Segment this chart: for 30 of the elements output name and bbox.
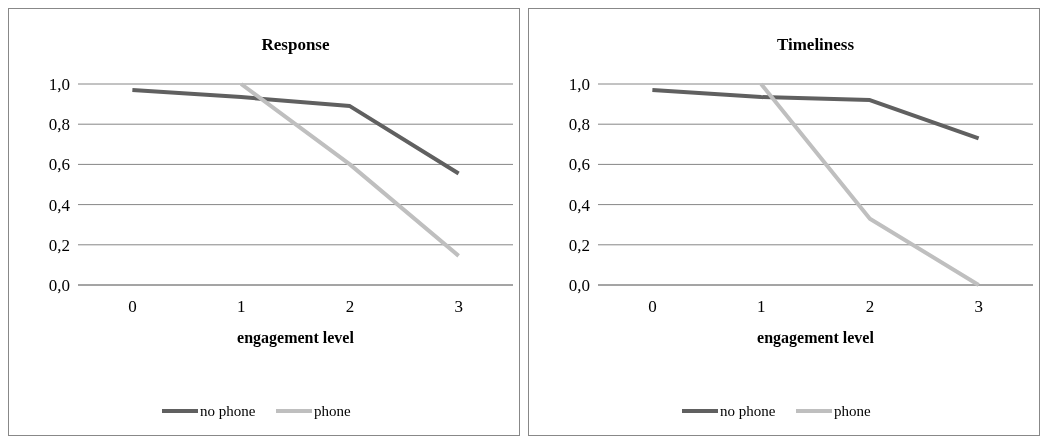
y-tick-label: 1,0	[568, 74, 590, 94]
legend-label: no phone	[720, 403, 776, 420]
x-axis-title: engagement level	[237, 329, 355, 347]
x-tick-label: 1	[236, 297, 246, 316]
y-tick-label: 0,2	[48, 235, 70, 255]
line-series	[130, 88, 461, 176]
chart-title: Response	[261, 35, 330, 54]
y-tick-label: 0,0	[568, 275, 590, 295]
x-tick-label: 3	[454, 297, 463, 316]
legend-label: no phone	[200, 403, 256, 420]
y-tick-label: 0,6	[48, 155, 70, 175]
x-tick-label: 1	[756, 297, 766, 316]
y-tick-label: 1,0	[48, 74, 70, 94]
y-tick-label: 0,4	[48, 195, 71, 215]
chart-title: Timeliness	[776, 35, 855, 54]
x-axis-title: engagement level	[757, 329, 875, 347]
y-tick-label: 0,2	[568, 235, 590, 255]
y-tick-label: 0,4	[568, 195, 591, 215]
y-tick-label: 0,0	[48, 275, 70, 295]
x-tick-label: 2	[865, 297, 875, 316]
legend-label: phone	[834, 403, 871, 420]
x-tick-label: 0	[128, 297, 137, 316]
y-tick-label: 0,8	[568, 115, 590, 135]
y-tick-label: 0,8	[48, 115, 70, 135]
x-tick-label: 0	[648, 297, 657, 316]
line-series	[650, 88, 981, 141]
y-tick-label: 0,6	[568, 155, 590, 175]
x-tick-label: 3	[974, 297, 983, 316]
x-tick-label: 2	[345, 297, 355, 316]
legend-label: phone	[314, 403, 351, 420]
